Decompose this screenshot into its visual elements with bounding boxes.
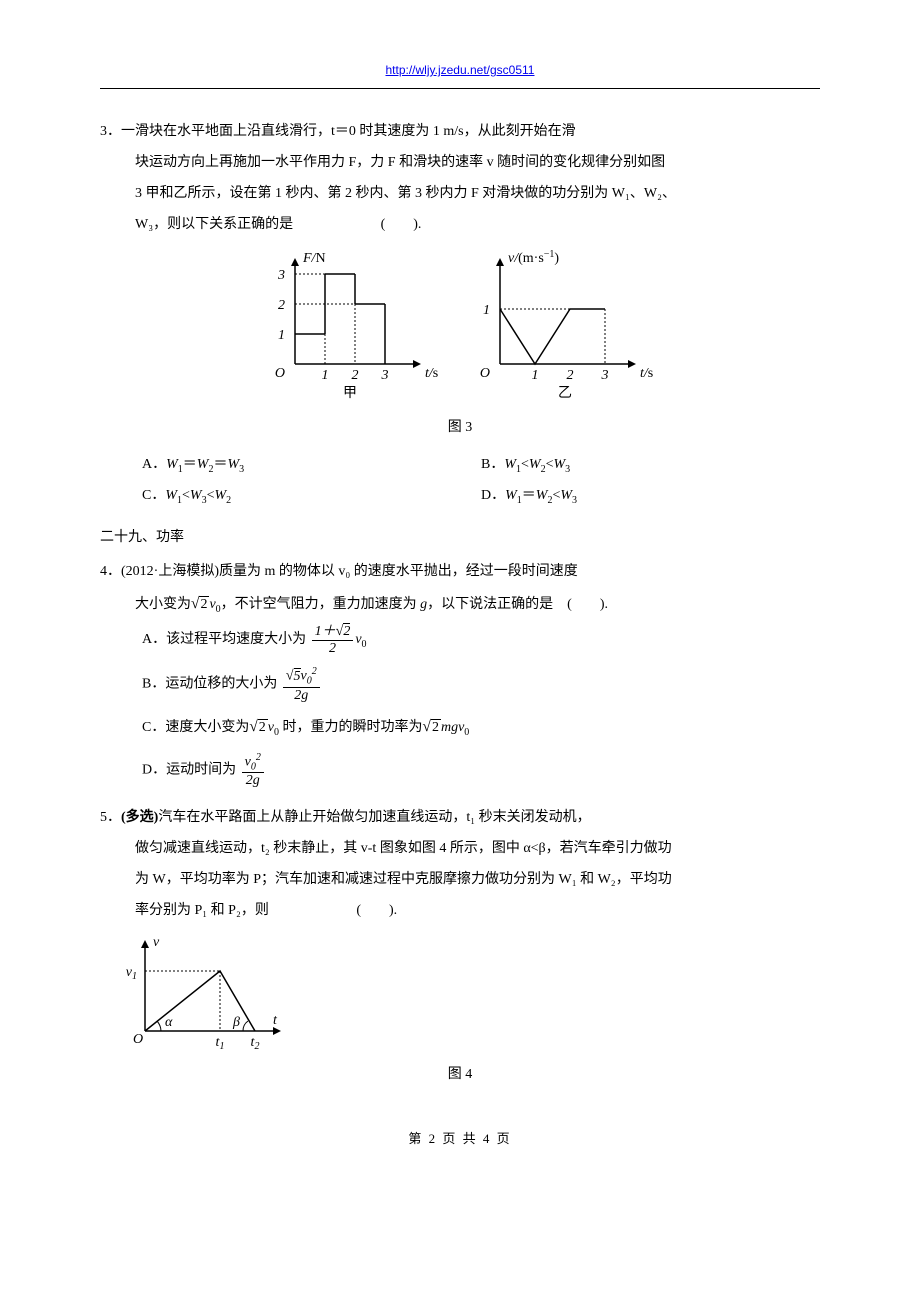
header-divider	[100, 88, 820, 89]
svg-text:O: O	[133, 1032, 143, 1047]
svg-text:1: 1	[322, 368, 329, 383]
svg-text:1: 1	[483, 303, 490, 318]
q5-line3: 为 W，平均功率为 P；汽车加速和减速过程中克服摩擦力做功分别为 W₁ 和 W₂…	[100, 867, 820, 892]
q5-line1: 5．(多选)汽车在水平路面上从静止开始做匀加速直线运动，t₁ 秒末关闭发动机，	[100, 805, 820, 830]
svg-text:t/s: t/s	[425, 366, 438, 381]
question-5: 5．(多选)汽车在水平路面上从静止开始做匀加速直线运动，t₁ 秒末关闭发动机， …	[100, 805, 820, 1087]
svg-text:v/(m·s−1): v/(m·s−1)	[508, 249, 559, 266]
q5-number: 5．	[100, 810, 121, 825]
chart-jia: 1 2 3 1 2 3	[260, 249, 440, 399]
svg-text:β: β	[232, 1015, 240, 1030]
svg-text:甲: 甲	[343, 386, 357, 399]
svg-text:2: 2	[352, 368, 359, 383]
svg-text:2: 2	[278, 298, 285, 313]
svg-text:t/s: t/s	[640, 366, 653, 381]
page-footer: 第 2 页 共 4 页	[100, 1127, 820, 1150]
q4-options: A．该过程平均速度大小为 1＋√22v0 B．运动位移的大小为 √5v022g …	[100, 624, 820, 788]
q3-opt-c: C．W1<W3<W2	[142, 483, 481, 510]
svg-text:O: O	[275, 366, 285, 381]
question-3: 3．一滑块在水平地面上沿直线滑行，t＝0 时其速度为 1 m/s，从此刻开始在滑…	[100, 119, 820, 510]
q4-opt-c: C．速度大小变为2v0 时，重力的瞬时功率为2mgv0	[142, 713, 820, 742]
q3-line2: 块运动方向上再施加一水平作用力 F，力 F 和滑块的速率 v 随时间的变化规律分…	[100, 150, 820, 175]
q3-opt-b: B．W1<W2<W3	[481, 452, 820, 479]
svg-text:v: v	[153, 936, 160, 950]
svg-text:3: 3	[277, 268, 285, 283]
q4-line1: 4．(2012·上海模拟)质量为 m 的物体以 v₀ 的速度水平抛出，经过一段时…	[100, 559, 820, 584]
svg-text:F/N: F/N	[302, 251, 326, 266]
q3-figures: 1 2 3 1 2 3	[100, 249, 820, 439]
q3-line3: 3 甲和乙所示，设在第 1 秒内、第 2 秒内、第 3 秒内力 F 对滑块做的功…	[100, 181, 820, 206]
q5-figure: α β v1 v O t1 t2 t 图 4	[100, 936, 820, 1087]
header-url[interactable]: http://wljy.jzedu.net/gsc0511	[100, 60, 820, 82]
svg-text:2: 2	[567, 368, 574, 383]
question-4: 4．(2012·上海模拟)质量为 m 的物体以 v₀ 的速度水平抛出，经过一段时…	[100, 559, 820, 789]
svg-text:v1: v1	[126, 965, 137, 982]
svg-text:t1: t1	[216, 1035, 225, 1052]
svg-text:α: α	[165, 1015, 173, 1030]
q3-line4: W₃，则以下关系正确的是 ( ).	[100, 212, 820, 237]
svg-text:O: O	[480, 366, 490, 381]
svg-text:乙: 乙	[558, 385, 572, 399]
q5-line2: 做匀减速直线运动，t₂ 秒末静止，其 v-t 图象如图 4 所示，图中 α<β，…	[100, 836, 820, 861]
svg-text:3: 3	[381, 368, 389, 383]
svg-text:t2: t2	[251, 1035, 260, 1052]
svg-text:t: t	[273, 1013, 278, 1028]
q4-opt-b: B．运动位移的大小为 √5v022g	[142, 666, 820, 703]
fig4-caption: 图 4	[100, 1062, 820, 1087]
q3-options-row2: C．W1<W3<W2 D．W1＝W2<W3	[100, 483, 820, 510]
q3-number: 3．	[100, 124, 121, 139]
svg-text:1: 1	[278, 328, 285, 343]
q3-opt-a: A．W1＝W2＝W3	[142, 452, 481, 479]
q4-opt-d: D．运动时间为 v022g	[142, 752, 820, 789]
q3-line1: 3．一滑块在水平地面上沿直线滑行，t＝0 时其速度为 1 m/s，从此刻开始在滑	[100, 119, 820, 144]
svg-text:3: 3	[601, 368, 609, 383]
chart-vt: α β v1 v O t1 t2 t	[100, 936, 300, 1056]
q4-number: 4．	[100, 564, 121, 579]
q3-options-row1: A．W1＝W2＝W3 B．W1<W2<W3	[100, 452, 820, 479]
q4-line2: 大小变为2v0，不计空气阻力，重力加速度为 g，以下说法正确的是 ( ).	[100, 590, 820, 619]
q4-opt-a: A．该过程平均速度大小为 1＋√22v0	[142, 624, 820, 656]
fig3-caption: 图 3	[100, 415, 820, 440]
chart-yi: 1 1 2 3 v/(m·s−1) O t/s 乙	[470, 249, 660, 399]
q5-line4: 率分别为 P₁ 和 P₂，则 ( ).	[100, 898, 820, 923]
q3-opt-d: D．W1＝W2<W3	[481, 483, 820, 510]
section-29-title: 二十九、功率	[100, 525, 820, 550]
svg-text:1: 1	[532, 368, 539, 383]
